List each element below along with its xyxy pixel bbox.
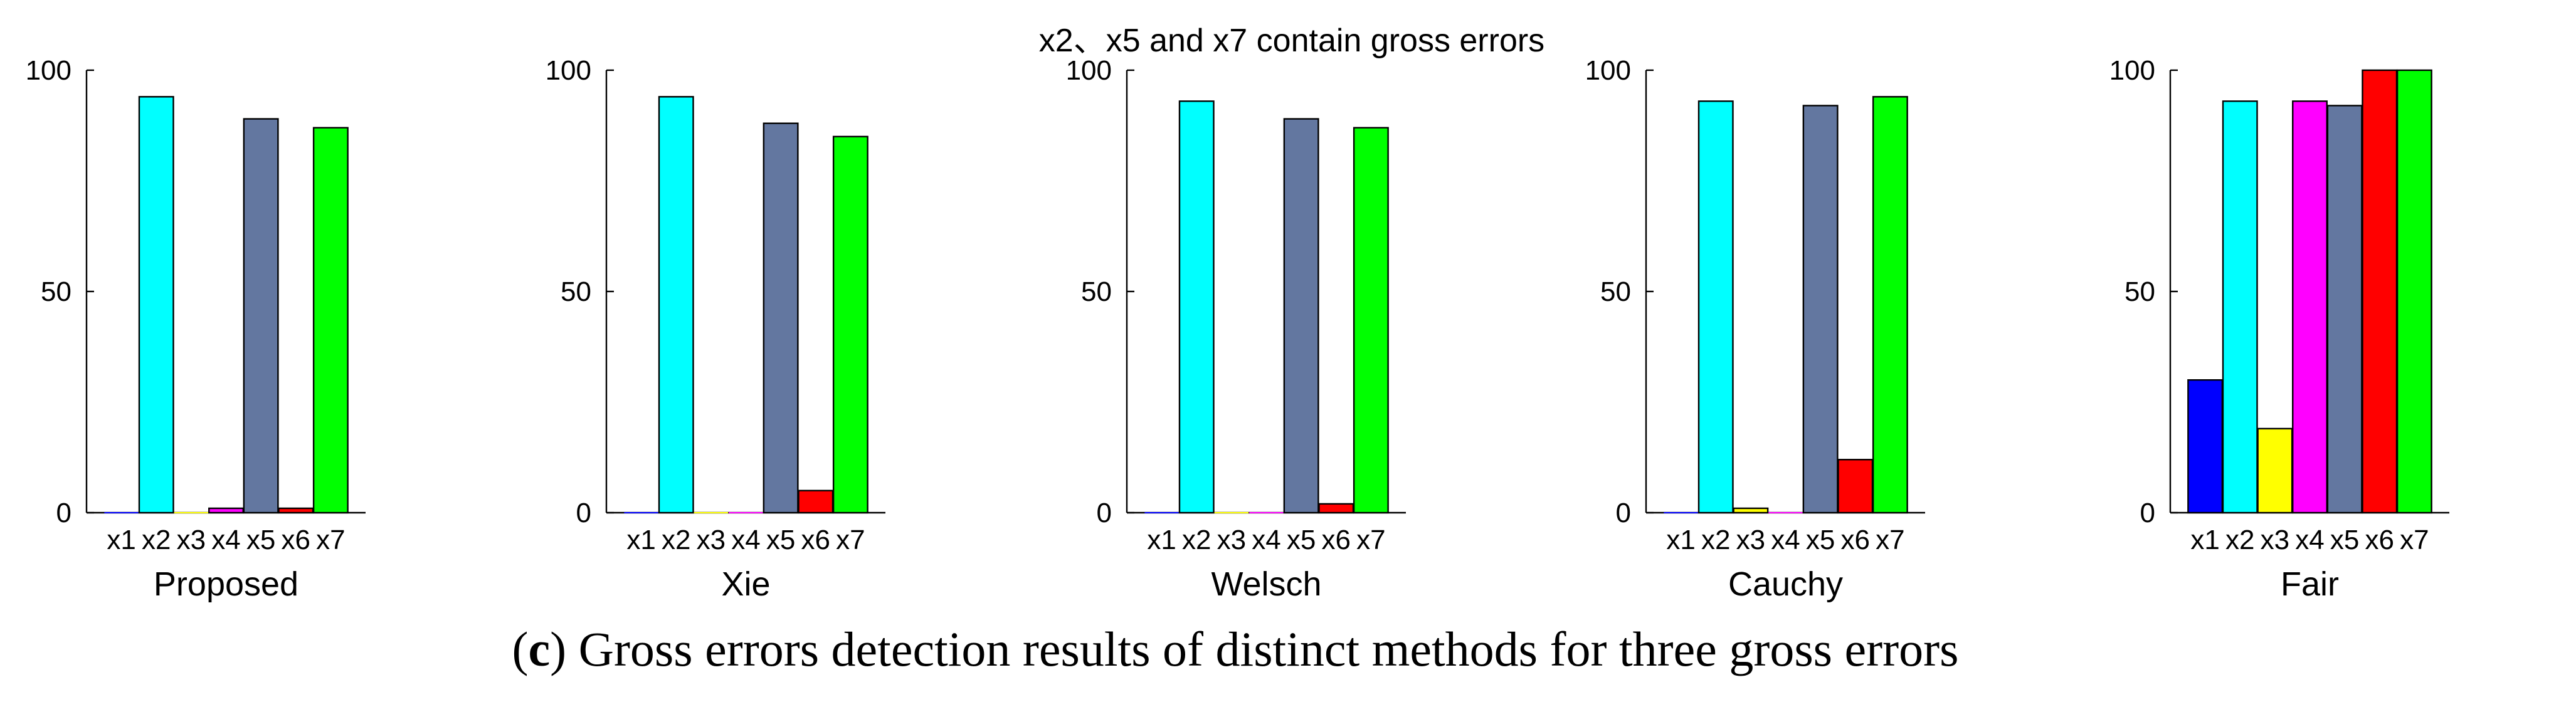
x-tick-label: x2 <box>1182 525 1211 555</box>
bar-x7 <box>832 135 868 514</box>
bar-x6 <box>1318 503 1354 514</box>
x-tick-label: x2 <box>142 525 171 555</box>
bar-x7 <box>1872 96 1908 514</box>
bar-x6 <box>278 507 314 514</box>
chart-panel: 0 50 100 x1 x2 x3 x4 x5 x6 x7 Fair <box>2109 55 2449 603</box>
x-tick-label: x3 <box>697 525 726 555</box>
x-tick-label: x3 <box>1217 525 1246 555</box>
x-tick-label: x1 <box>626 525 655 555</box>
bar-x3 <box>1733 507 1769 514</box>
x-tick-label: x2 <box>2225 525 2254 555</box>
x-tick-label: x5 <box>1287 525 1316 555</box>
x-tick-label: x5 <box>766 525 795 555</box>
y-tick-label: 100 <box>1066 55 1112 86</box>
x-tick-label: x6 <box>1841 525 1870 555</box>
bar-x2 <box>658 96 694 514</box>
x-tick-label: x1 <box>1666 525 1695 555</box>
caption-letter: c <box>529 622 551 676</box>
panel-title: Proposed <box>154 565 298 603</box>
bar-x6 <box>1837 459 1874 514</box>
y-tick-label: 50 <box>1600 276 1631 307</box>
x-tick-label: x1 <box>1147 525 1176 555</box>
bar-x2 <box>2222 100 2258 514</box>
figure-suptitle: x2、x5 and x7 contain gross errors <box>1039 23 1544 59</box>
panel-title: Fair <box>2281 565 2339 603</box>
x-tick-label: x7 <box>316 525 345 555</box>
y-tick-label: 100 <box>1585 55 1631 86</box>
caption-prefix: ( <box>512 622 529 676</box>
x-tick-label: x3 <box>2261 525 2289 555</box>
bar-x3 <box>2257 427 2293 514</box>
x-tick-label: x7 <box>1356 525 1385 555</box>
y-tick-label: 0 <box>576 498 591 528</box>
bar-x2 <box>1178 100 1215 514</box>
bar-x4 <box>2292 100 2328 514</box>
y-tick-label: 0 <box>1616 498 1631 528</box>
y-tick-label: 50 <box>41 276 71 307</box>
y-tick-label: 50 <box>1081 276 1112 307</box>
bar-x5 <box>1802 105 1839 514</box>
bar-x4 <box>208 507 244 514</box>
x-tick-label: x6 <box>2365 525 2394 555</box>
panel-title: Cauchy <box>1728 565 1843 603</box>
bar-x6 <box>2362 69 2398 514</box>
bar-x5 <box>1283 118 1319 514</box>
bar-x5 <box>763 122 799 514</box>
y-tick-label: 0 <box>2140 498 2155 528</box>
x-tick-label: x6 <box>282 525 310 555</box>
x-tick-label: x7 <box>2400 525 2429 555</box>
bar-x2 <box>1697 100 1734 514</box>
x-tick-label: x1 <box>2190 525 2219 555</box>
x-tick-label: x7 <box>1876 525 1904 555</box>
x-tick-label: x6 <box>1322 525 1351 555</box>
figure-caption: (c) Gross errors detection results of di… <box>512 622 1959 676</box>
x-tick-label: x4 <box>2295 525 2324 555</box>
y-tick-label: 100 <box>26 55 71 86</box>
x-tick-label: x4 <box>1252 525 1280 555</box>
y-tick-label: 100 <box>2109 55 2155 86</box>
y-tick-label: 0 <box>1097 498 1112 528</box>
bar-x2 <box>138 96 174 514</box>
x-tick-label: x7 <box>836 525 865 555</box>
y-tick-label: 50 <box>561 276 591 307</box>
chart-panel: 0 50 100 x1 x2 x3 x4 x5 x6 x7 Xie <box>546 55 885 603</box>
x-tick-label: x2 <box>662 525 690 555</box>
y-tick-label: 0 <box>56 498 71 528</box>
bar-x1 <box>2187 379 2224 514</box>
x-tick-label: x2 <box>1701 525 1730 555</box>
x-tick-label: x5 <box>246 525 275 555</box>
x-tick-label: x6 <box>801 525 830 555</box>
chart-panel: 0 50 100 x1 x2 x3 x4 x5 x6 x7 Proposed <box>26 55 366 603</box>
panel-title: Xie <box>721 565 770 603</box>
x-tick-label: x5 <box>2330 525 2359 555</box>
y-tick-label: 100 <box>546 55 591 86</box>
x-tick-label: x3 <box>177 525 206 555</box>
bar-x7 <box>1353 127 1389 514</box>
bar-x7 <box>312 127 349 514</box>
x-tick-label: x1 <box>107 525 135 555</box>
bar-x5 <box>243 118 279 514</box>
chart-panel: 0 50 100 x1 x2 x3 x4 x5 x6 x7 Welsch <box>1066 55 1406 603</box>
bar-x7 <box>2396 69 2432 514</box>
bar-x6 <box>798 490 834 514</box>
panel-title: Welsch <box>1211 565 1321 603</box>
y-tick-label: 50 <box>2125 276 2155 307</box>
bar-x5 <box>2326 105 2363 514</box>
caption-text: ) Gross errors detection results of dist… <box>550 622 1958 676</box>
x-tick-label: x3 <box>1736 525 1765 555</box>
x-tick-label: x4 <box>731 525 760 555</box>
x-tick-label: x4 <box>211 525 240 555</box>
x-tick-label: x5 <box>1806 525 1835 555</box>
chart-panel: 0 50 100 x1 x2 x3 x4 x5 x6 x7 Cauchy <box>1585 55 1925 603</box>
x-tick-label: x4 <box>1771 525 1800 555</box>
